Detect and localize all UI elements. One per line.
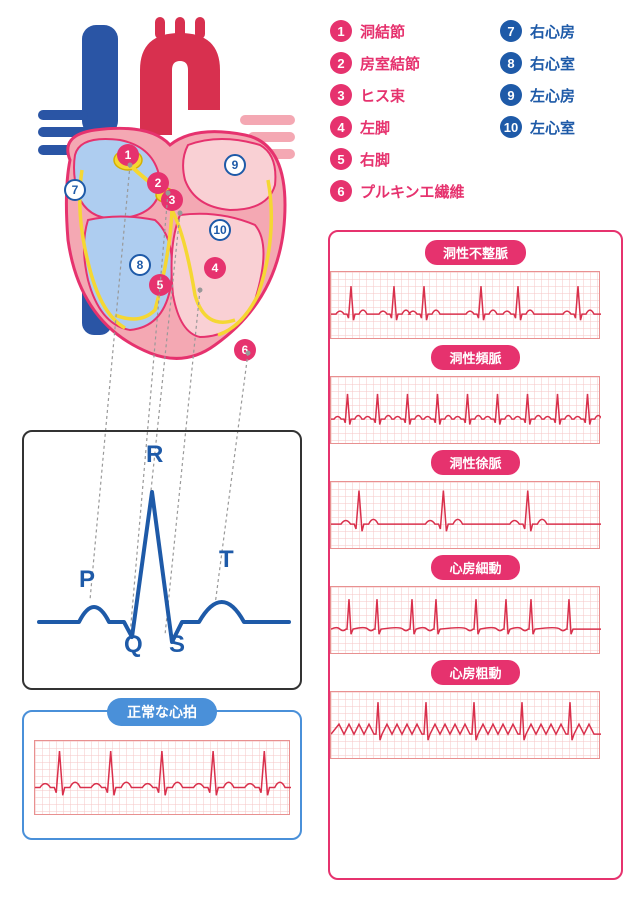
legend-badge-10: 10 xyxy=(500,116,522,138)
wave-label-R: R xyxy=(146,441,163,468)
legend-item-6: 6 プルキンエ繊維 xyxy=(330,180,465,202)
legend-item-5: 5 右脚 xyxy=(330,148,465,170)
legend-item-9: 9 左心房 xyxy=(500,84,575,106)
legend-item-1: 1 洞結節 xyxy=(330,20,465,42)
legend-badge-4: 4 xyxy=(330,116,352,138)
legend-label-7: 右心房 xyxy=(530,21,575,42)
arrhythmia-section: 心房粗動 xyxy=(330,660,621,759)
arrhythmia-title: 洞性不整脈 xyxy=(425,240,526,265)
wave-label-T: T xyxy=(219,546,234,573)
legend-label-9: 左心房 xyxy=(530,85,575,106)
legend-badge-7: 7 xyxy=(500,20,522,42)
legend-label-5: 右脚 xyxy=(360,149,390,170)
legend-label-2: 房室結節 xyxy=(360,53,420,74)
pqrst-svg: P Q R S T xyxy=(24,432,300,688)
wave-label-Q: Q xyxy=(124,631,143,658)
legend-label-4: 左脚 xyxy=(360,117,390,138)
arrhythmia-panel: 洞性不整脈洞性頻脈洞性徐脈心房細動心房粗動 xyxy=(328,230,623,880)
ecg-afib xyxy=(330,586,600,654)
legend-label-6: プルキンエ繊維 xyxy=(360,181,465,202)
legend-column-1: 1 洞結節 2 房室結節 3 ヒス束 4 左脚 5 右脚 6 プルキンエ繊維 xyxy=(330,20,465,212)
legend-column-2: 7 右心房 8 右心室 9 左心房 10 左心室 xyxy=(500,20,575,148)
legend-badge-9: 9 xyxy=(500,84,522,106)
normal-heartbeat-box: 正常な心拍 xyxy=(22,710,302,840)
legend-label-3: ヒス束 xyxy=(360,85,405,106)
legend-badge-5: 5 xyxy=(330,148,352,170)
wave-label-S: S xyxy=(169,631,185,658)
legend-item-7: 7 右心房 xyxy=(500,20,575,42)
heart-diagram: 12345678910 xyxy=(20,15,310,355)
legend-label-1: 洞結節 xyxy=(360,21,405,42)
arrhythmia-title: 心房細動 xyxy=(431,555,519,580)
normal-heartbeat-title: 正常な心拍 xyxy=(107,698,217,726)
legend-item-3: 3 ヒス束 xyxy=(330,84,465,106)
arrhythmia-section: 洞性不整脈 xyxy=(330,240,621,339)
arrhythmia-title: 洞性頻脈 xyxy=(431,345,519,370)
ecg-aflutter xyxy=(330,691,600,759)
legend-badge-6: 6 xyxy=(330,180,352,202)
heart-badge-4: 4 xyxy=(204,257,226,279)
arrhythmia-section: 心房細動 xyxy=(330,555,621,654)
wave-label-P: P xyxy=(79,566,95,593)
legend-item-10: 10 左心室 xyxy=(500,116,575,138)
arrhythmia-title: 洞性徐脈 xyxy=(431,450,519,475)
legend-item-8: 8 右心室 xyxy=(500,52,575,74)
arrhythmia-section: 洞性徐脈 xyxy=(330,450,621,549)
legend-badge-1: 1 xyxy=(330,20,352,42)
heart-badge-7: 7 xyxy=(64,179,86,201)
heart-badge-10: 10 xyxy=(209,219,231,241)
heart-badge-6: 6 xyxy=(234,339,256,361)
ecg-tachy xyxy=(330,376,600,444)
heart-badge-9: 9 xyxy=(224,154,246,176)
ecg-irregular_normal xyxy=(330,271,600,339)
arrhythmia-section: 洞性頻脈 xyxy=(330,345,621,444)
heart-badge-1: 1 xyxy=(117,144,139,166)
legend-label-8: 右心室 xyxy=(530,53,575,74)
legend-item-2: 2 房室結節 xyxy=(330,52,465,74)
pqrst-waveform-box: P Q R S T xyxy=(22,430,302,690)
ecg-brady xyxy=(330,481,600,549)
heart-badge-3: 3 xyxy=(161,189,183,211)
arrhythmia-title: 心房粗動 xyxy=(431,660,519,685)
ecg-normal xyxy=(34,740,290,815)
legend-badge-3: 3 xyxy=(330,84,352,106)
legend-badge-8: 8 xyxy=(500,52,522,74)
heart-badge-5: 5 xyxy=(149,274,171,296)
heart-badge-8: 8 xyxy=(129,254,151,276)
legend-item-4: 4 左脚 xyxy=(330,116,465,138)
legend-label-10: 左心室 xyxy=(530,117,575,138)
legend-badge-2: 2 xyxy=(330,52,352,74)
